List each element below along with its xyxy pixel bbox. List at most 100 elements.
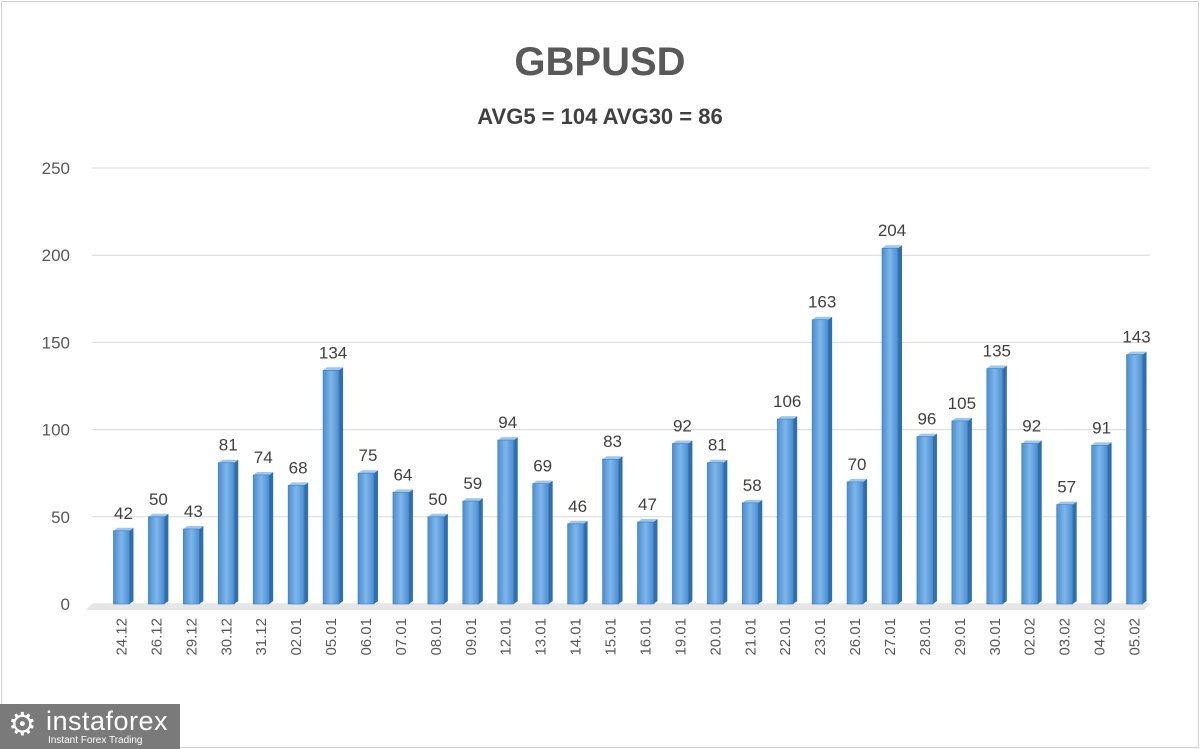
x-tick-label: 08.01 [428,618,445,656]
x-tick-label: 06.01 [358,618,375,656]
bar-side [1002,365,1007,604]
bar-side [688,440,693,604]
x-tick-label: 31.12 [253,618,270,656]
bar-side [478,498,483,604]
bar [846,481,864,605]
x-tick-label: 13.01 [533,618,550,656]
data-label: 47 [638,495,657,514]
bar-top [986,365,1007,369]
x-tick-label: 07.01 [393,618,410,656]
bar-top [288,482,309,486]
x-tick-label: 14.01 [568,618,585,656]
data-label: 43 [184,502,203,521]
bar [567,523,584,605]
data-label: 46 [568,497,587,516]
x-tick-label: 30.12 [218,618,235,656]
bar-top [113,527,134,531]
data-label: 58 [743,476,762,495]
data-label: 163 [808,293,836,312]
data-label: 81 [708,436,727,455]
instaforex-logo: ⚙ instaforex Instant Forex Trading [0,704,180,749]
data-label: 204 [878,221,906,240]
y-tick-label: 0 [61,595,70,614]
x-tick-label: 02.01 [288,618,305,656]
bar-side [1072,501,1077,604]
x-tick-label: 20.01 [707,618,724,656]
x-tick-label: 24.12 [113,618,130,656]
data-label: 74 [254,448,273,467]
bar-top [218,459,239,463]
bar-top [567,520,588,524]
data-label: 50 [149,490,168,509]
bar [1126,354,1143,605]
data-label: 69 [533,457,552,476]
bar-side [548,480,553,604]
x-tick-label: 04.02 [1092,618,1109,656]
bar [916,436,934,605]
data-label: 105 [948,394,976,413]
x-tick-label: 22.01 [777,618,794,656]
bar [148,516,165,605]
data-label: 91 [1092,418,1111,437]
bar-side [932,433,937,604]
bar-side [199,526,204,604]
data-label: 94 [498,413,517,432]
bar [322,370,340,605]
bar-top [672,440,693,444]
data-label: 59 [463,474,482,493]
bar-top [1021,440,1042,444]
chart-title: GBPUSD [514,40,686,84]
bar-top [323,367,344,371]
x-tick-label: 05.01 [323,618,340,656]
bar [881,247,899,605]
data-label: 106 [773,392,801,411]
bar [113,530,130,605]
bar-side [269,471,274,604]
bar-side [618,456,623,604]
bar [811,319,829,605]
bar [287,485,305,605]
bar-top [497,437,518,441]
bar [532,483,549,605]
x-tick-label: 12.01 [498,618,515,656]
bar [1091,444,1108,605]
bar-top [882,245,902,249]
bar-side [723,459,728,604]
bar-top [183,526,204,530]
bar-top [532,480,553,484]
data-label: 135 [983,342,1011,361]
bar-top [707,459,728,463]
x-tick-label: 15.01 [603,618,620,656]
bar [462,500,480,605]
x-tick-label: 03.02 [1057,618,1074,656]
bar-side [967,417,972,604]
bar-top [602,456,623,460]
bar-top [847,478,868,482]
x-tick-label: 26.12 [148,618,165,656]
bar-top [1091,442,1112,446]
bar [637,521,654,605]
bar-top [462,498,483,502]
bar [497,439,515,605]
data-label: 42 [114,504,133,523]
bar-top [1056,501,1077,505]
x-tick-label: 26.01 [847,618,864,656]
bar-side [339,367,344,604]
bar-top [951,417,972,421]
bar-side [408,489,413,604]
bar-side [653,519,658,604]
y-tick-label: 100 [42,421,70,440]
bar [1021,443,1039,605]
y-tick-label: 200 [42,246,70,265]
bar-side [374,470,378,604]
data-label: 57 [1057,478,1076,497]
bar-side [1142,351,1147,604]
bar [1056,504,1073,605]
bar-side [1037,440,1042,604]
bar [357,472,375,605]
data-label: 75 [359,446,378,465]
bar-top [392,489,413,493]
bar-top [427,513,448,517]
bar [252,474,270,605]
